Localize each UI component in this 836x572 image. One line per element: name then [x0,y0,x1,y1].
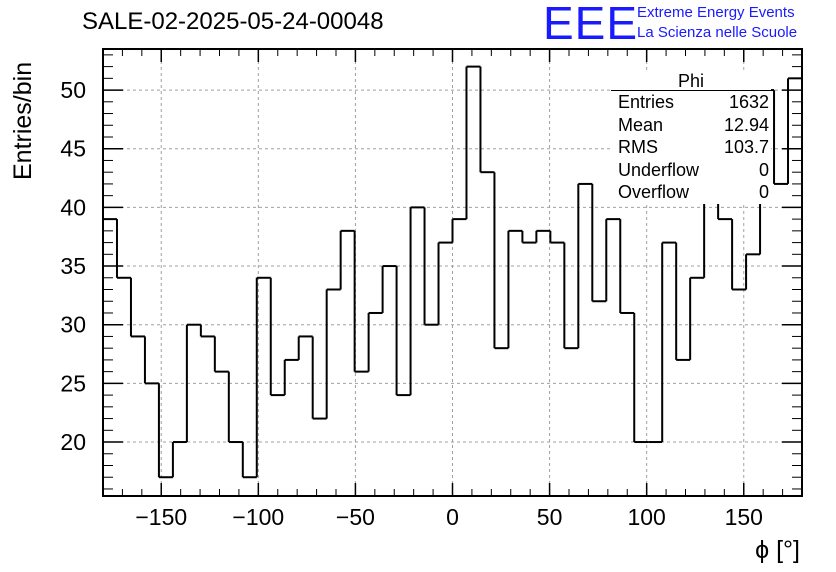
stats-value: 0 [758,159,769,180]
stats-key: Entries [618,92,675,112]
eee-logo: EEE [543,0,639,49]
y-tick-label: 45 [60,136,86,162]
eee-logo-line1: Extreme Energy Events [637,4,795,21]
histogram-series [103,65,802,479]
stats-title: Phi [611,70,771,91]
stats-row-underflow: Underflow 0 [611,159,771,182]
stats-key: Mean [618,114,664,135]
y-axis-label: Entries/bin [9,62,37,180]
stats-row-entries: Entries 1632 [611,91,771,114]
eee-logo-line2: La Scienza nelle Scuole [637,24,798,41]
stats-row-mean: Mean 12.94 [611,114,771,137]
run-title: SALE-02-2025-05-24-00048 [82,8,384,35]
x-tick-label: 150 [725,504,763,530]
x-tick-label: −150 [135,504,187,530]
stats-key: Underflow [618,159,700,180]
y-tick-label: 35 [60,253,86,279]
stats-key: Overflow [618,182,690,202]
stats-value: 1632 [728,92,769,112]
x-axis-label: ϕ [°] [755,536,800,564]
x-tick-label: −50 [336,504,375,530]
stats-row-overflow: Overflow 0 [611,181,771,204]
axis-ticks [102,49,803,496]
stats-value: 12.94 [723,114,769,135]
x-tick-label: −100 [232,504,284,530]
y-tick-label: 30 [60,312,86,338]
stats-key: RMS [618,137,658,157]
stats-row-rms: RMS 103.7 [611,136,771,159]
y-tick-label: 50 [60,77,86,103]
stats-value: 0 [758,182,769,202]
tick-labels: −150 −100 −50 0 50 100 150 20 25 30 35 40 45 50 [60,77,763,530]
stats-box: Phi Entries 1632 Mean 12.94 RMS 103.7 Un… [611,70,771,204]
x-tick-label: 100 [627,504,665,530]
x-tick-label: 0 [446,504,459,530]
x-tick-label: 50 [537,504,563,530]
y-tick-label: 40 [60,194,86,220]
stats-value: 103.7 [723,137,769,157]
y-tick-label: 25 [60,370,86,396]
y-tick-label: 20 [60,429,86,455]
